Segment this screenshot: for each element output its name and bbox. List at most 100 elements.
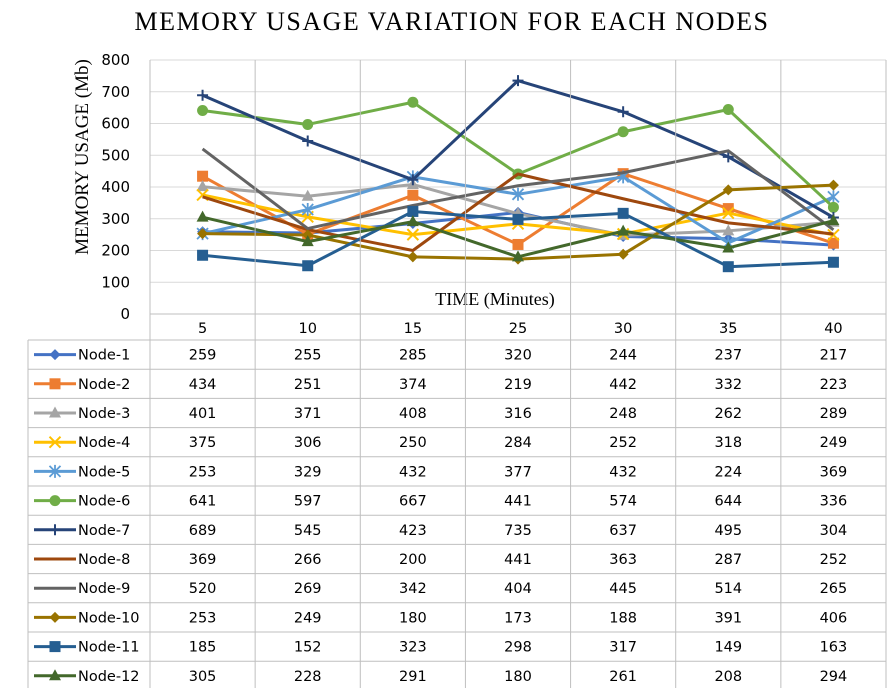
data-label-node-4: 252 <box>609 435 637 451</box>
data-label-node-11: 317 <box>609 640 637 656</box>
y-tick-label: 500 <box>101 146 130 164</box>
legend-label-node-5: Node-5 <box>78 464 130 480</box>
data-label-node-8: 266 <box>294 552 322 568</box>
data-label-node-3: 371 <box>294 406 322 422</box>
data-label-node-9: 265 <box>820 581 848 597</box>
data-label-node-11: 323 <box>399 640 427 656</box>
data-label-node-12: 208 <box>714 669 742 685</box>
data-label-node-6: 597 <box>294 494 322 510</box>
data-label-node-7: 735 <box>504 523 532 539</box>
data-label-node-1: 244 <box>609 348 637 364</box>
x-tick-label: 30 <box>614 321 632 337</box>
data-label-node-10: 180 <box>399 610 427 626</box>
data-label-node-6: 667 <box>399 494 427 510</box>
data-point-node-12 <box>196 210 209 222</box>
legend-label-node-1: Node-1 <box>78 348 130 364</box>
legend-label-node-7: Node-7 <box>78 523 130 539</box>
data-label-node-5: 224 <box>714 464 742 480</box>
data-point-node-7 <box>302 135 314 147</box>
data-point-node-10 <box>302 229 314 241</box>
data-point-node-12 <box>617 224 630 236</box>
data-point-node-11 <box>617 207 629 219</box>
data-label-node-5: 432 <box>609 464 637 480</box>
data-point-node-6 <box>302 118 314 130</box>
data-label-node-3: 316 <box>504 406 532 422</box>
data-label-node-7: 637 <box>609 523 637 539</box>
data-label-node-3: 248 <box>609 406 637 422</box>
data-label-node-8: 252 <box>820 552 848 568</box>
data-label-node-11: 185 <box>189 640 217 656</box>
data-point-node-7 <box>722 151 734 163</box>
legend-label-node-12: Node-12 <box>78 669 140 685</box>
data-label-node-9: 269 <box>294 581 322 597</box>
legend-label-node-9: Node-9 <box>78 581 130 597</box>
data-point-node-4 <box>722 206 735 220</box>
legend-label-node-3: Node-3 <box>78 406 130 422</box>
data-label-node-2: 332 <box>714 377 742 393</box>
y-tick-label: 200 <box>101 242 130 260</box>
data-label-node-12: 228 <box>294 669 322 685</box>
series-line-node-9 <box>201 147 835 232</box>
data-point-node-2 <box>407 189 419 201</box>
legend-key-marker-node-1 <box>49 349 61 361</box>
data-label-node-6: 441 <box>504 494 532 510</box>
data-label-node-8: 363 <box>609 552 637 568</box>
x-tick-label: 10 <box>298 321 316 337</box>
data-point-node-11 <box>722 261 734 273</box>
series-lines <box>196 75 840 273</box>
y-tick-label: 300 <box>101 210 130 228</box>
data-label-node-9: 404 <box>504 581 532 597</box>
data-point-node-11 <box>512 213 524 225</box>
data-label-node-6: 336 <box>820 494 848 510</box>
legend-key-marker-node-12 <box>49 669 61 681</box>
legend-label-node-10: Node-10 <box>78 610 140 626</box>
data-point-node-10 <box>197 228 209 240</box>
data-label-node-3: 289 <box>820 406 848 422</box>
data-point-node-6 <box>407 96 419 108</box>
data-point-node-6 <box>617 126 629 138</box>
data-label-node-10: 249 <box>294 610 322 626</box>
data-label-node-5: 329 <box>294 464 322 480</box>
data-label-node-4: 318 <box>714 435 742 451</box>
data-label-node-5: 253 <box>189 464 217 480</box>
legend-key-marker-node-4 <box>48 435 62 449</box>
data-label-node-5: 369 <box>820 464 848 480</box>
legend-label-node-11: Node-11 <box>78 640 140 656</box>
legend-key-marker-node-2 <box>49 378 61 390</box>
data-label-node-4: 284 <box>504 435 532 451</box>
x-tick-label: 35 <box>719 321 737 337</box>
x-tick-label: 40 <box>824 321 842 337</box>
data-label-node-4: 306 <box>294 435 322 451</box>
data-label-node-10: 173 <box>504 610 532 626</box>
data-label-node-5: 377 <box>504 464 532 480</box>
data-label-node-11: 163 <box>820 640 848 656</box>
data-point-node-2 <box>827 237 839 249</box>
legend-label-node-4: Node-4 <box>78 435 130 451</box>
data-label-node-1: 259 <box>189 348 217 364</box>
data-label-node-8: 441 <box>504 552 532 568</box>
chart-title: MEMORY USAGE VARIATION FOR EACH NODES <box>134 7 769 36</box>
data-label-node-11: 298 <box>504 640 532 656</box>
data-point-node-7 <box>197 89 209 101</box>
data-point-node-2 <box>197 170 209 182</box>
data-label-node-3: 262 <box>714 406 742 422</box>
data-point-node-3 <box>722 224 735 236</box>
data-label-node-6: 574 <box>609 494 637 510</box>
data-point-node-10 <box>827 179 839 191</box>
y-tick-labels: 0 100 200 300 400 500 600 700 800 <box>101 51 130 323</box>
data-point-node-7 <box>617 106 629 118</box>
data-label-node-4: 250 <box>399 435 427 451</box>
data-point-node-7 <box>407 174 419 186</box>
data-label-node-8: 200 <box>399 552 427 568</box>
data-label-node-12: 180 <box>504 669 532 685</box>
y-tick-label: 700 <box>101 83 130 101</box>
data-point-node-3 <box>196 180 209 192</box>
data-label-node-12: 261 <box>609 669 637 685</box>
y-tick-label: 600 <box>101 115 130 133</box>
data-point-node-4 <box>406 228 420 241</box>
data-label-node-2: 219 <box>504 377 532 393</box>
data-point-node-12 <box>406 215 419 227</box>
data-point-node-5 <box>301 203 314 217</box>
